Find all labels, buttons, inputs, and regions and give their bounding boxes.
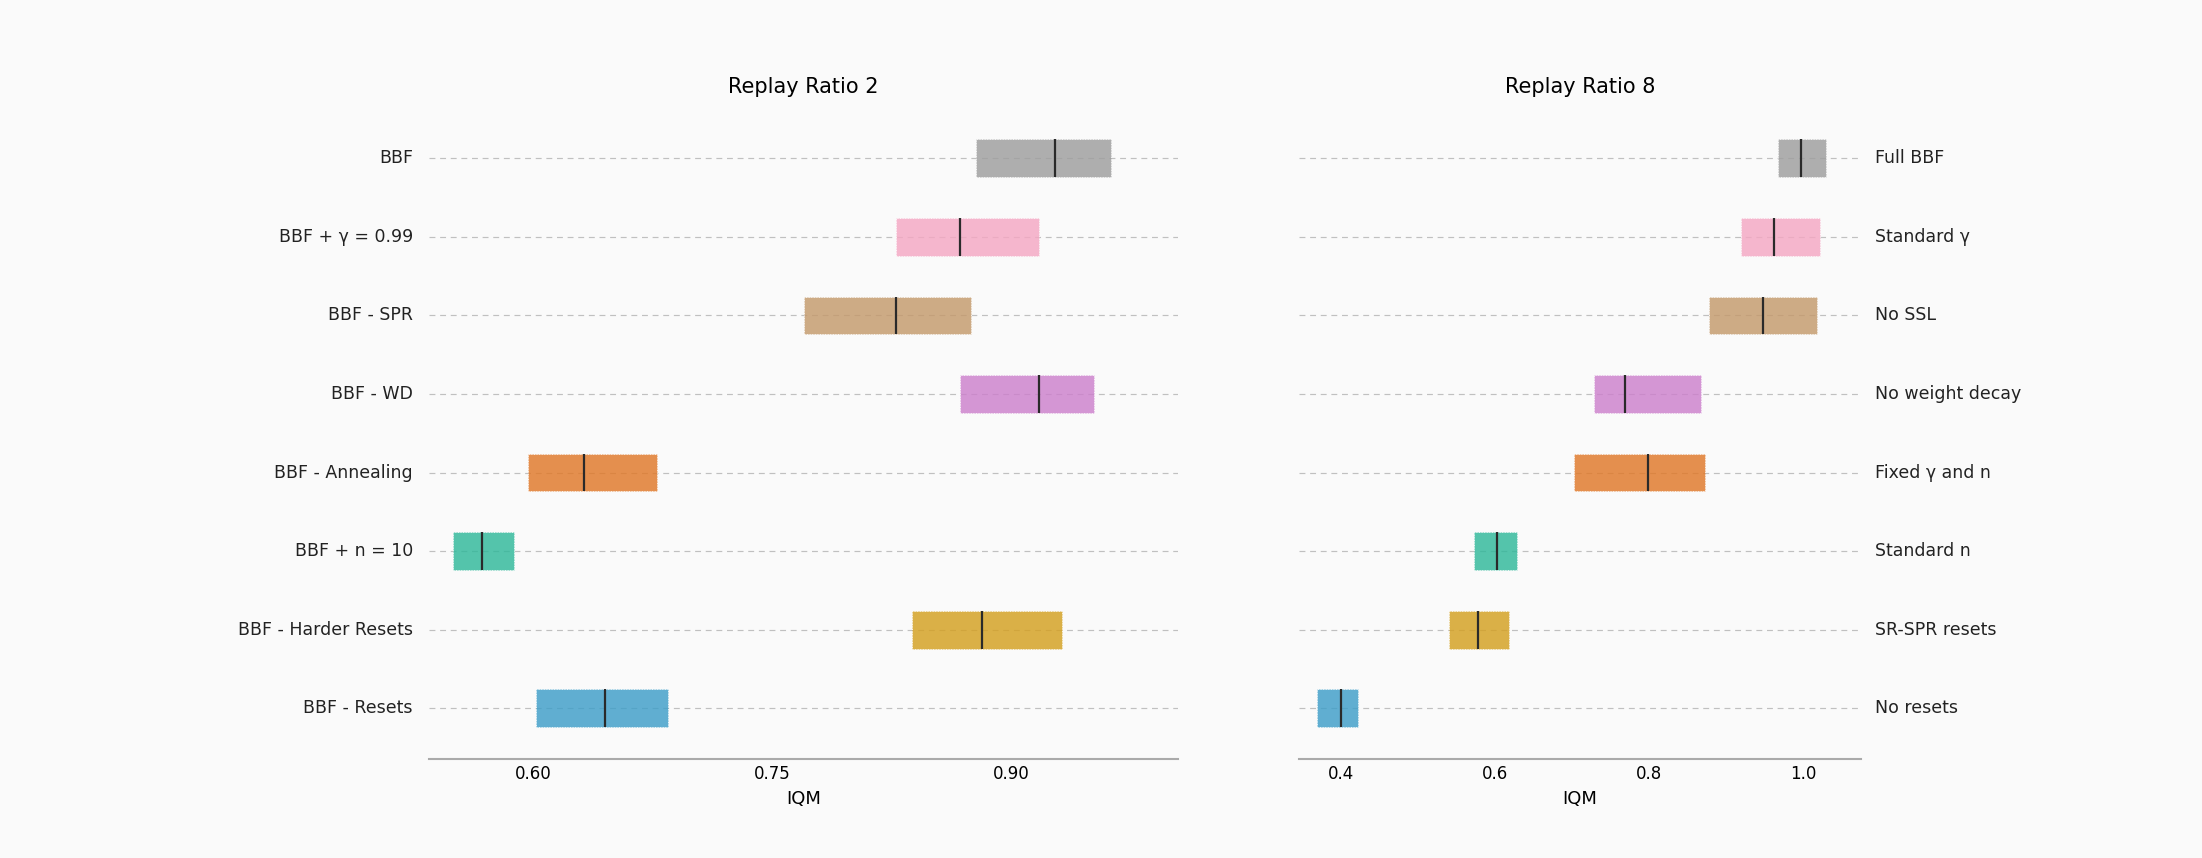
Title: Replay Ratio 2: Replay Ratio 2 [729,77,879,97]
Text: Standard n: Standard n [1874,542,1971,560]
Bar [1779,140,1825,177]
Text: No resets: No resets [1874,699,1958,717]
Bar [975,140,1112,177]
Text: Full BBF: Full BBF [1874,149,1944,167]
X-axis label: IQM: IQM [786,790,821,808]
Text: Standard γ: Standard γ [1874,228,1971,246]
Bar [912,611,1061,649]
Bar [1473,532,1517,570]
Text: SR-SPR resets: SR-SPR resets [1874,620,1997,638]
Text: No weight decay: No weight decay [1874,385,2021,403]
Bar [1709,297,1817,335]
Text: BBF - SPR: BBF - SPR [328,306,414,324]
X-axis label: IQM: IQM [1563,790,1596,808]
Text: BBF - WD: BBF - WD [330,385,414,403]
Bar [1317,690,1359,727]
Bar [804,297,971,335]
Text: BBF - Harder Resets: BBF - Harder Resets [238,620,414,638]
Title: Replay Ratio 8: Replay Ratio 8 [1504,77,1656,97]
Bar [960,375,1094,413]
Bar [1742,218,1819,256]
Text: BBF + n = 10: BBF + n = 10 [295,542,414,560]
Bar [896,218,1039,256]
Text: BBF - Annealing: BBF - Annealing [275,463,414,481]
Bar [1574,454,1704,492]
Text: BBF: BBF [379,149,414,167]
Text: Fixed γ and n: Fixed γ and n [1874,463,1991,481]
Text: BBF + γ = 0.99: BBF + γ = 0.99 [280,228,414,246]
Bar [528,454,656,492]
Bar [1594,375,1702,413]
Bar [535,690,669,727]
Bar [454,532,513,570]
Text: No SSL: No SSL [1874,306,1936,324]
Bar [1449,611,1508,649]
Text: BBF - Resets: BBF - Resets [304,699,414,717]
